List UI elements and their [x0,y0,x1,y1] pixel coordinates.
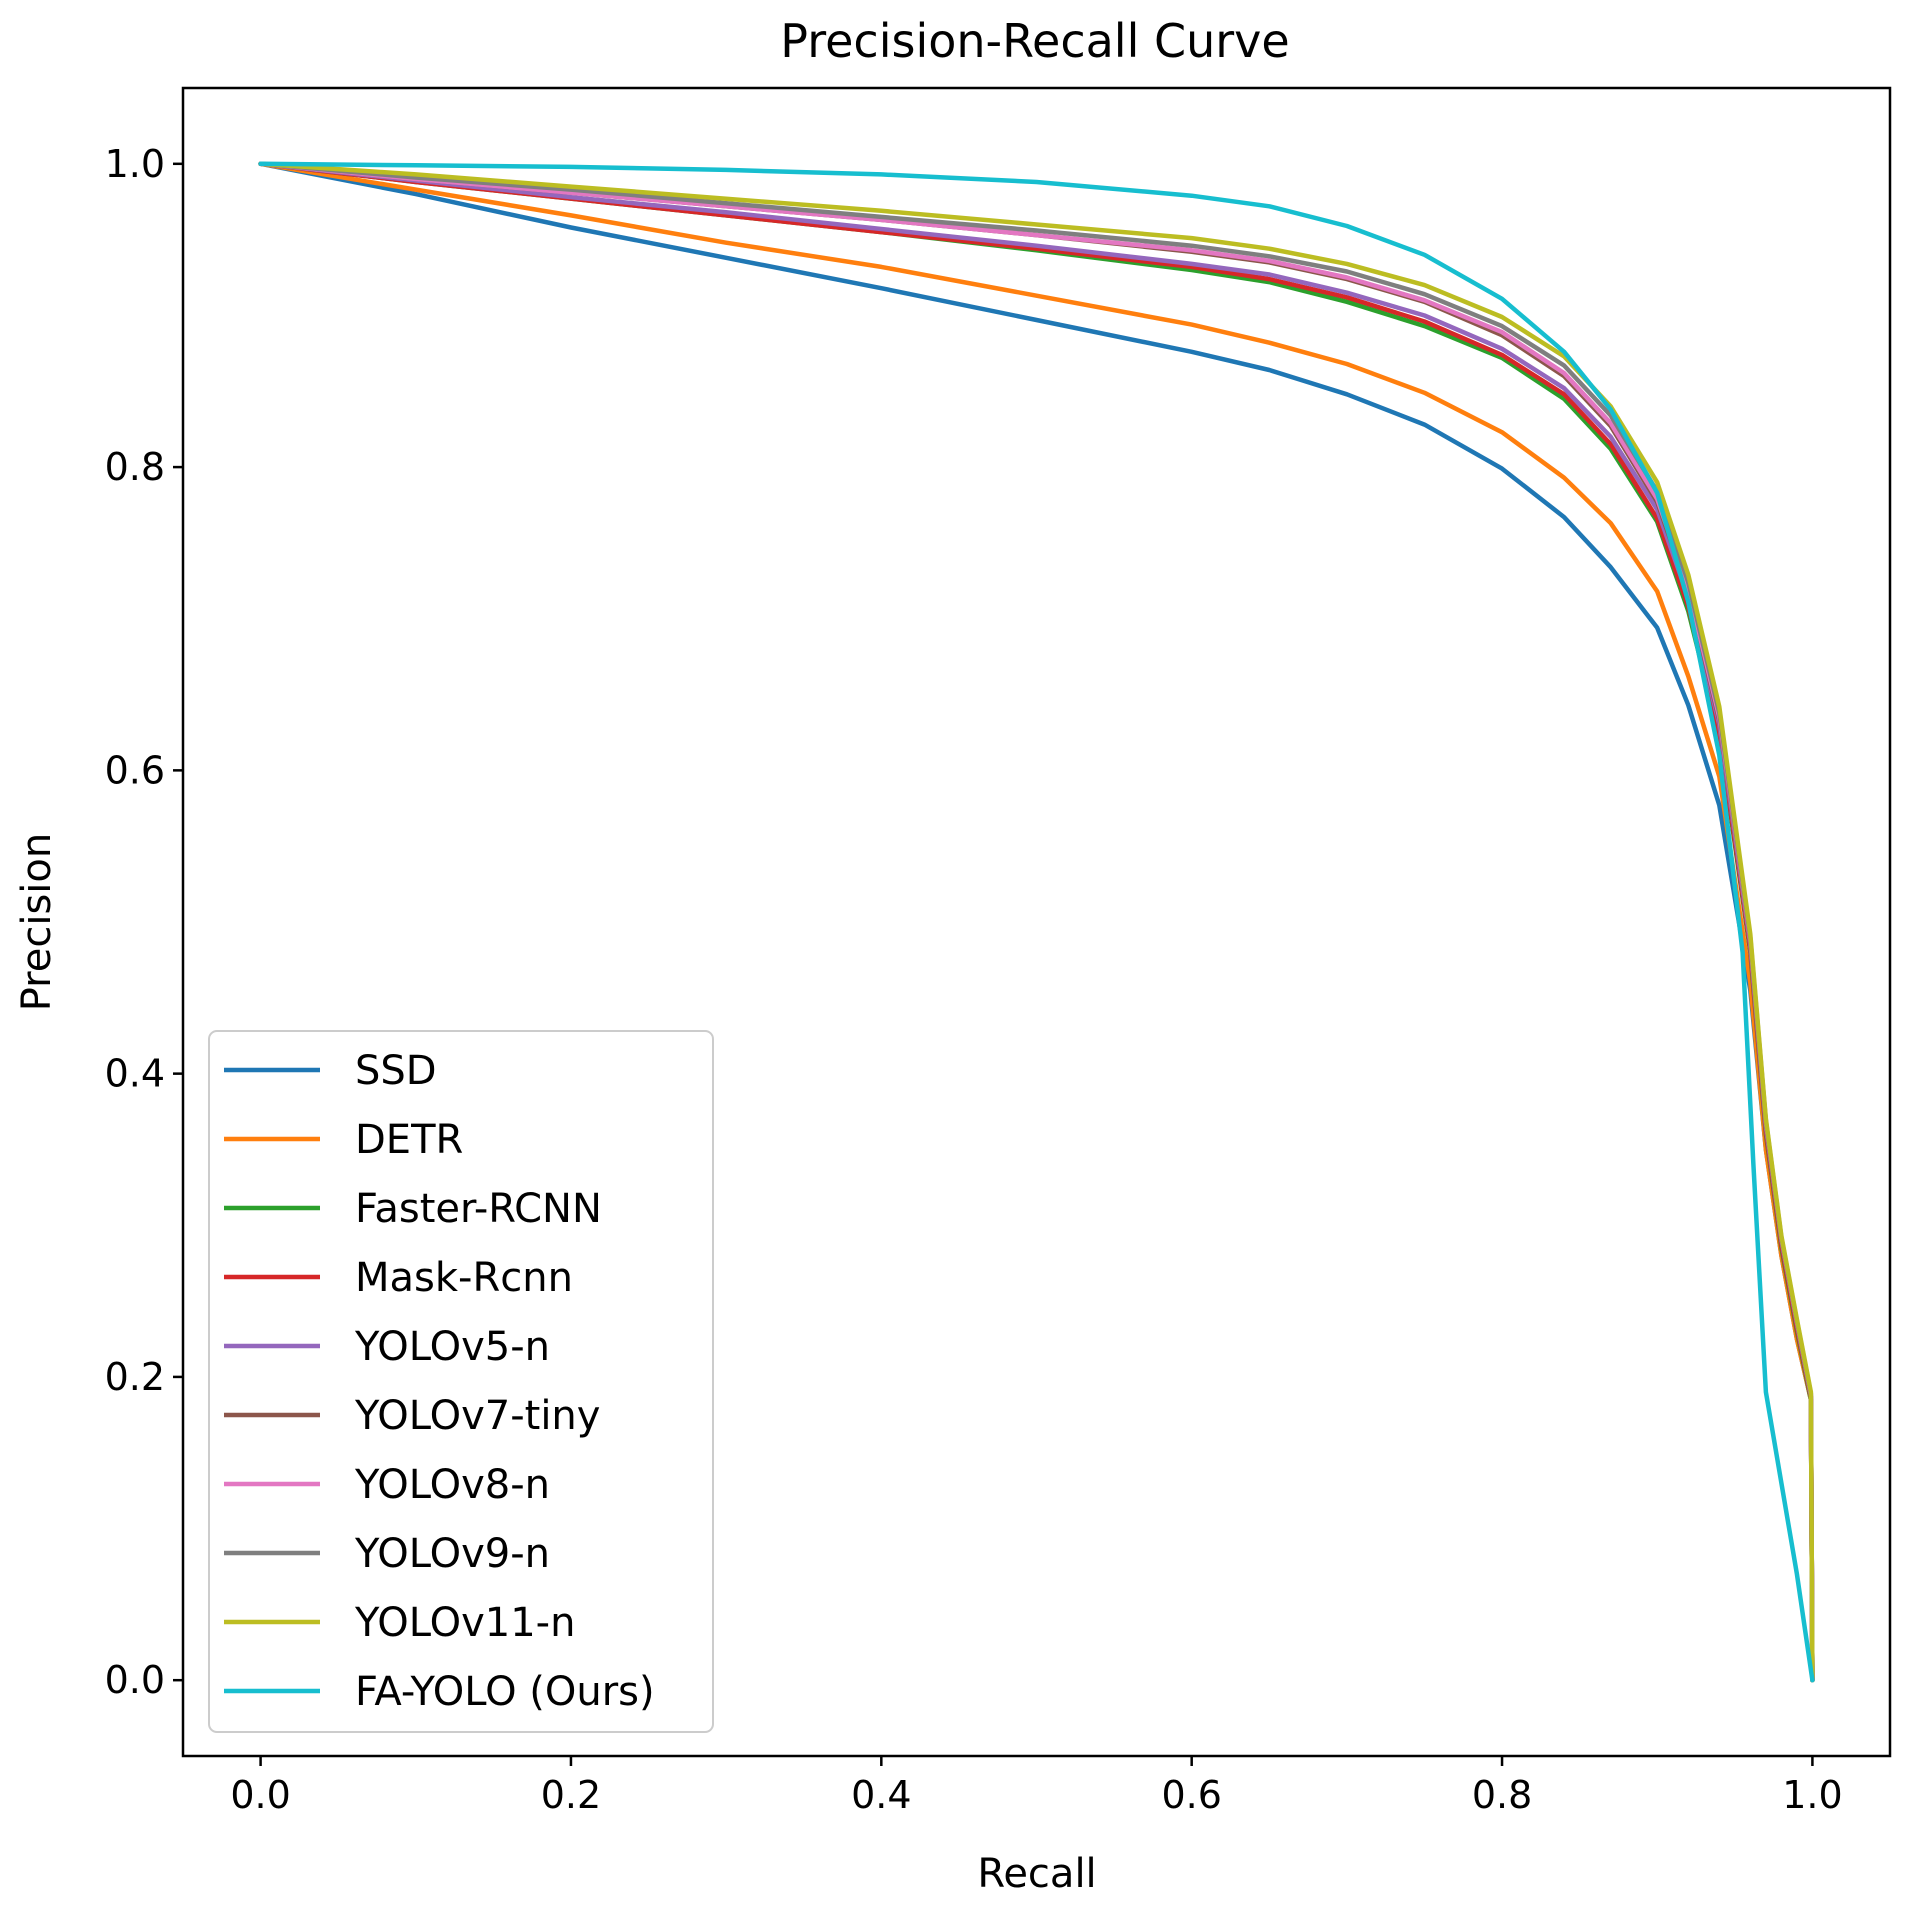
x-tick-label: 1.0 [1782,1773,1842,1817]
legend-label-yolov8-n: YOLOv8-n [354,1462,550,1508]
legend-items: SSD DETR Faster-RCNN Mask-Rcnn YOLOv5-n YOLOv… [224,1048,655,1715]
x-tick-label: 0.8 [1472,1773,1532,1817]
legend-label-fa-yolo-ours: FA-YOLO (Ours) [355,1669,655,1715]
legend-label-yolov7-tiny: YOLOv7-tiny [354,1393,600,1439]
y-axis-label: Precision [14,833,60,1011]
y-axis-ticks: 0.0 0.2 0.4 0.6 0.8 1.0 [105,142,183,1702]
legend-label-yolov11-n: YOLOv11-n [354,1600,575,1646]
legend-label-mask-rcnn: Mask-Rcnn [355,1255,573,1301]
series-layer [258,161,1815,1683]
x-tick-label: 0.0 [230,1773,290,1817]
x-axis-label: Recall [977,1851,1096,1897]
y-tick-label: 0.2 [105,1355,165,1399]
x-tick-label: 0.2 [541,1773,601,1817]
x-tick-label: 0.4 [851,1773,911,1817]
series-line-fa-yolo-ours [258,161,1815,1683]
legend-label-yolov9-n: YOLOv9-n [354,1531,550,1577]
legend-label-faster-rcnn: Faster-RCNN [355,1186,602,1232]
y-tick-label: 1.0 [105,142,165,186]
series-line-yolov11-n [258,161,1815,1683]
y-tick-label: 0.4 [105,1052,165,1096]
legend-label-ssd: SSD [355,1048,437,1094]
plot-frame [181,86,1892,1758]
x-tick-label: 0.6 [1161,1773,1221,1817]
legend-frame [208,1030,714,1733]
legend: SSD DETR Faster-RCNN Mask-Rcnn YOLOv5-n YOLOv… [208,1030,714,1733]
x-axis-ticks: 0.0 0.2 0.4 0.6 0.8 1.0 [230,1756,1843,1817]
y-tick-label: 0.8 [105,445,165,489]
legend-label-yolov5-n: YOLOv5-n [354,1324,550,1370]
y-tick-label: 0.0 [105,1658,165,1702]
legend-label-detr: DETR [355,1117,463,1163]
y-tick-label: 0.6 [105,748,165,792]
chart-title: Precision-Recall Curve [780,14,1289,68]
